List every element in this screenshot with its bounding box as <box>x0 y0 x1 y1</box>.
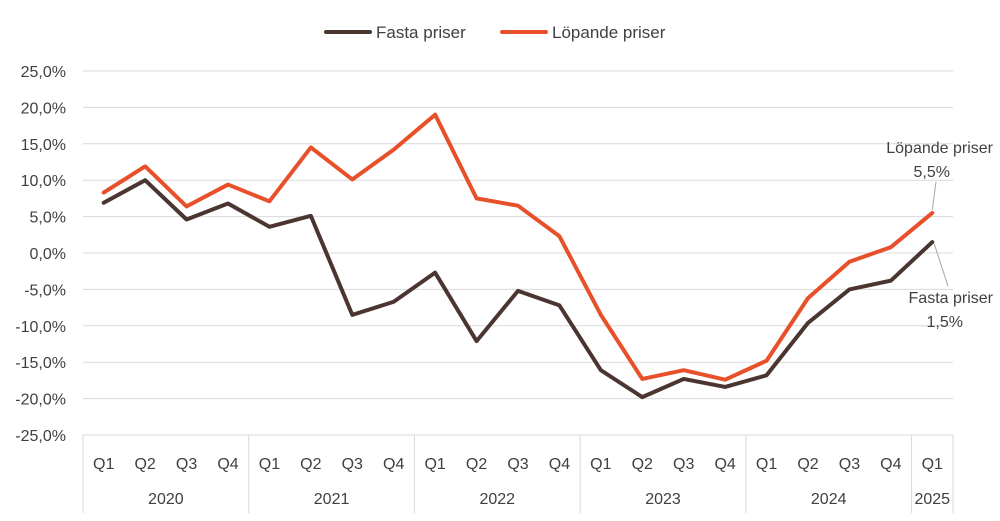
x-tick-label: Q3 <box>507 456 528 473</box>
x-tick-label: Q3 <box>839 456 860 473</box>
annotation-leader <box>931 181 937 211</box>
series-line-fasta-priser <box>101 178 935 400</box>
x-tick-label: Q1 <box>259 456 280 473</box>
annotation-value: 1,5% <box>927 314 963 331</box>
year-label: 2021 <box>314 491 350 508</box>
year-label: 2020 <box>148 491 184 508</box>
y-tick-label: -15,0% <box>15 355 66 372</box>
y-tick-label: 0,0% <box>30 246 66 263</box>
x-tick-label: Q4 <box>383 456 404 473</box>
x-tick-label: Q4 <box>880 456 901 473</box>
x-tick-label: Q1 <box>93 456 114 473</box>
year-label: 2025 <box>914 491 950 508</box>
x-tick-label: Q2 <box>632 456 653 473</box>
x-tick-label: Q3 <box>673 456 694 473</box>
series-line-lopande-priser <box>101 112 935 382</box>
y-tick-label: 20,0% <box>21 100 66 117</box>
y-tick-label: 5,0% <box>30 210 66 227</box>
x-tick-label: Q1 <box>756 456 777 473</box>
x-tick-label: Q1 <box>922 456 943 473</box>
year-label: 2022 <box>479 491 515 508</box>
x-tick-label: Q2 <box>797 456 818 473</box>
annotation-leader <box>933 243 949 287</box>
x-tick-label: Q1 <box>424 456 445 473</box>
y-tick-label: -5,0% <box>24 282 66 299</box>
x-tick-label: Q2 <box>466 456 487 473</box>
x-tick-label: Q2 <box>134 456 155 473</box>
y-tick-label: -25,0% <box>15 428 66 445</box>
y-tick-label: 25,0% <box>21 64 66 81</box>
legend-label: Löpande priser <box>552 23 666 42</box>
annotation-label: Löpande priser <box>886 140 993 157</box>
year-label: 2024 <box>811 491 847 508</box>
x-tick-label: Q2 <box>300 456 321 473</box>
y-tick-label: -20,0% <box>15 392 66 409</box>
x-tick-label: Q4 <box>714 456 735 473</box>
x-tick-label: Q4 <box>549 456 570 473</box>
x-tick-label: Q4 <box>217 456 238 473</box>
year-label: 2023 <box>645 491 681 508</box>
y-tick-label: -10,0% <box>15 319 66 336</box>
annotation-value: 5,5% <box>914 164 950 181</box>
y-tick-label: 15,0% <box>21 137 66 154</box>
x-tick-label: Q3 <box>176 456 197 473</box>
legend-label: Fasta priser <box>376 23 466 42</box>
y-tick-label: 10,0% <box>21 173 66 190</box>
x-tick-label: Q3 <box>342 456 363 473</box>
x-tick-label: Q1 <box>590 456 611 473</box>
annotation-label: Fasta priser <box>909 290 994 307</box>
